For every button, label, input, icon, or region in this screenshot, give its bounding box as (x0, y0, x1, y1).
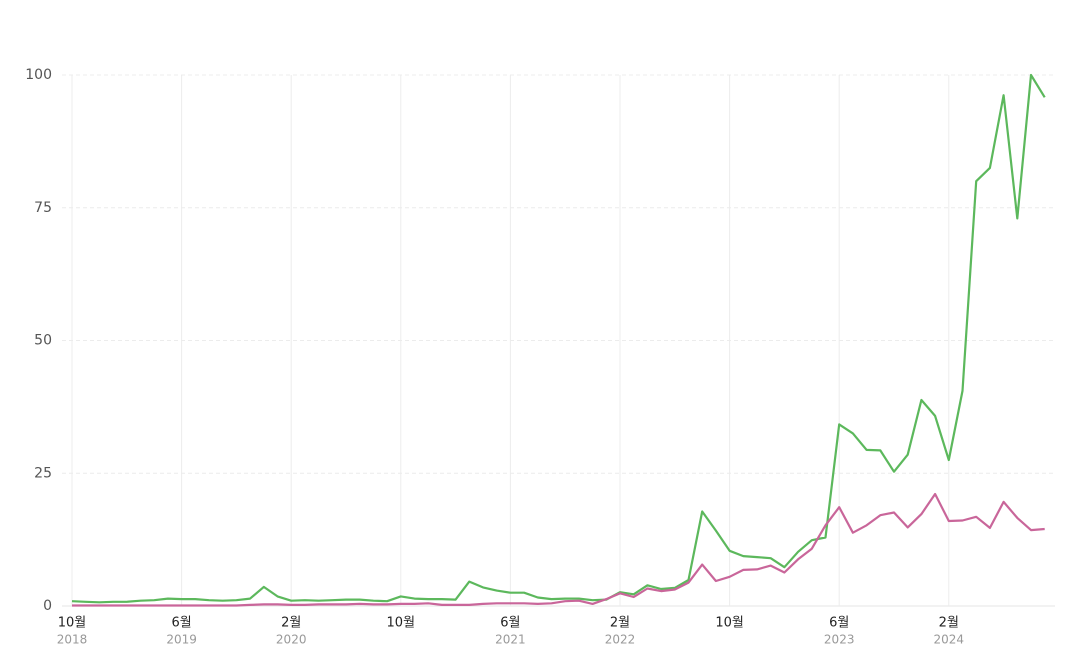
x-tick-label: 2월 (939, 616, 959, 631)
x-year-label: 2021 (495, 633, 526, 647)
x-year-label: 2022 (605, 633, 636, 647)
x-tick-label: 10월 (387, 616, 416, 631)
y-tick-label: 0 (43, 598, 52, 614)
x-year-label: 2019 (166, 633, 197, 647)
x-year-label: 2023 (824, 633, 855, 647)
y-tick-label: 50 (34, 333, 52, 349)
x-tick-label: 6월 (500, 616, 520, 631)
x-tick-label: 6월 (829, 616, 849, 631)
x-year-label: 2020 (276, 633, 307, 647)
x-year-label: 2024 (934, 633, 965, 647)
y-tick-label: 75 (34, 200, 52, 216)
series-line (72, 492, 1045, 607)
x-tick-label: 2월 (610, 616, 630, 631)
y-tick-label: 100 (25, 67, 52, 83)
x-tick-label: 6월 (171, 616, 191, 631)
x-tick-label: 10월 (715, 616, 744, 631)
x-year-label: 2018 (57, 633, 88, 647)
x-tick-label: 10월 (58, 616, 87, 631)
series-line (71, 73, 1046, 604)
x-tick-label: 2월 (281, 616, 301, 631)
y-tick-label: 25 (34, 465, 52, 481)
